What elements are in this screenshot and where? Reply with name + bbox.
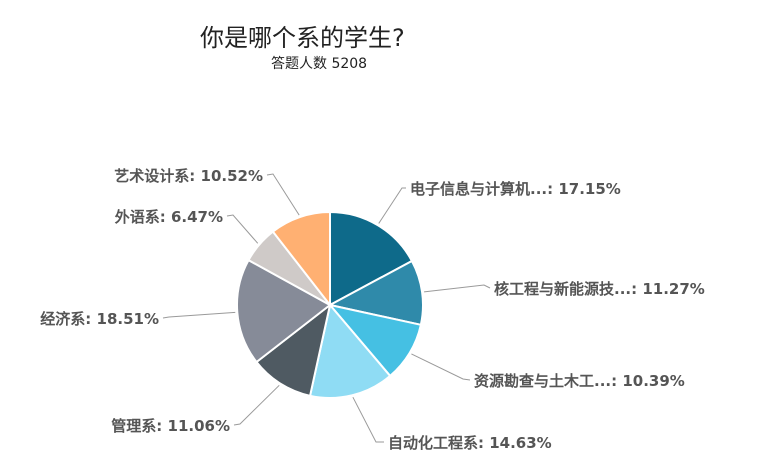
leader-line (266, 173, 300, 216)
chart-title: 你是哪个系的学生? (200, 24, 405, 52)
pie-slice[interactable] (308, 302, 392, 399)
leader-line (424, 284, 491, 293)
pie-slice[interactable] (329, 210, 414, 307)
slice-label: 外语系: 6.47% (114, 208, 223, 226)
slice-label: 经济系: 18.51% (40, 310, 159, 328)
slice-label: 管理系: 11.06% (111, 417, 230, 435)
leader-line (352, 396, 384, 443)
leader-line (162, 311, 236, 319)
leader-line (378, 187, 406, 224)
slice-label: 资源勘查与土木工...: 10.39% (474, 372, 685, 390)
leader-line (226, 214, 259, 244)
pie-slice[interactable] (255, 302, 332, 398)
slice-label: 电子信息与计算机...: 17.15% (410, 180, 621, 198)
leader-line (411, 353, 471, 381)
leader-line (233, 384, 280, 426)
slice-label: 自动化工程系: 14.63% (388, 434, 552, 452)
pie-slice[interactable] (271, 210, 331, 308)
chart-subtitle: 答题人数 5208 (271, 56, 368, 72)
pie-slice[interactable] (327, 259, 424, 327)
pie-slice[interactable] (236, 258, 332, 364)
slice-label: 核工程与新能源技...: 11.27% (494, 280, 705, 298)
slice-label: 艺术设计系: 10.52% (114, 167, 263, 185)
